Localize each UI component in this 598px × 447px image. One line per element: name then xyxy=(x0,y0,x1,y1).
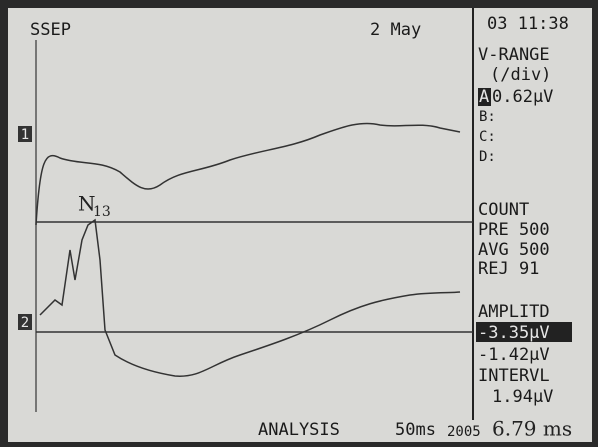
date: 2 May xyxy=(370,20,421,40)
time: 03 11:38 xyxy=(487,14,569,34)
amplitude-highlight xyxy=(476,322,572,342)
channel-label: D: xyxy=(479,149,496,165)
count-rej: REJ 91 xyxy=(478,259,539,279)
range-title: V-RANGE xyxy=(478,45,550,65)
footer-timebase: 50ms xyxy=(395,420,436,440)
amplitude-value: -3.35μV xyxy=(478,323,550,343)
range-unit: (/div) xyxy=(490,65,551,85)
channel-label: B: xyxy=(479,109,496,125)
marker-label: 1 xyxy=(21,127,29,143)
footer-latency: 6.79 ms xyxy=(492,417,572,441)
marker-label: 2 xyxy=(21,315,29,331)
count-pre: PRE 500 xyxy=(478,220,550,240)
amplitude-value: -1.42μV xyxy=(478,345,550,365)
channel-highlight xyxy=(478,88,491,106)
count-avg: AVG 500 xyxy=(478,240,550,260)
count-title: COUNT xyxy=(478,200,529,220)
marker-box xyxy=(18,126,32,142)
interval-title: INTERVL xyxy=(478,366,550,386)
interval-value: 1.94μV xyxy=(492,387,553,407)
amplitude-title: AMPLITD xyxy=(478,302,550,322)
screen-title: SSEP xyxy=(30,20,71,40)
waveform-1 xyxy=(35,122,461,226)
marker-box xyxy=(18,314,32,330)
channel-label: A xyxy=(479,87,489,107)
channel-label: C: xyxy=(479,129,496,145)
channel-value: 0.62μV xyxy=(492,87,553,107)
footer-year: 2005 xyxy=(447,424,481,440)
waveform-2 xyxy=(39,218,461,377)
peak-annotation-sub: 13 xyxy=(93,204,111,220)
peak-annotation: N xyxy=(78,192,96,216)
footer-mode: ANALYSIS xyxy=(258,420,340,440)
screen xyxy=(8,8,592,442)
